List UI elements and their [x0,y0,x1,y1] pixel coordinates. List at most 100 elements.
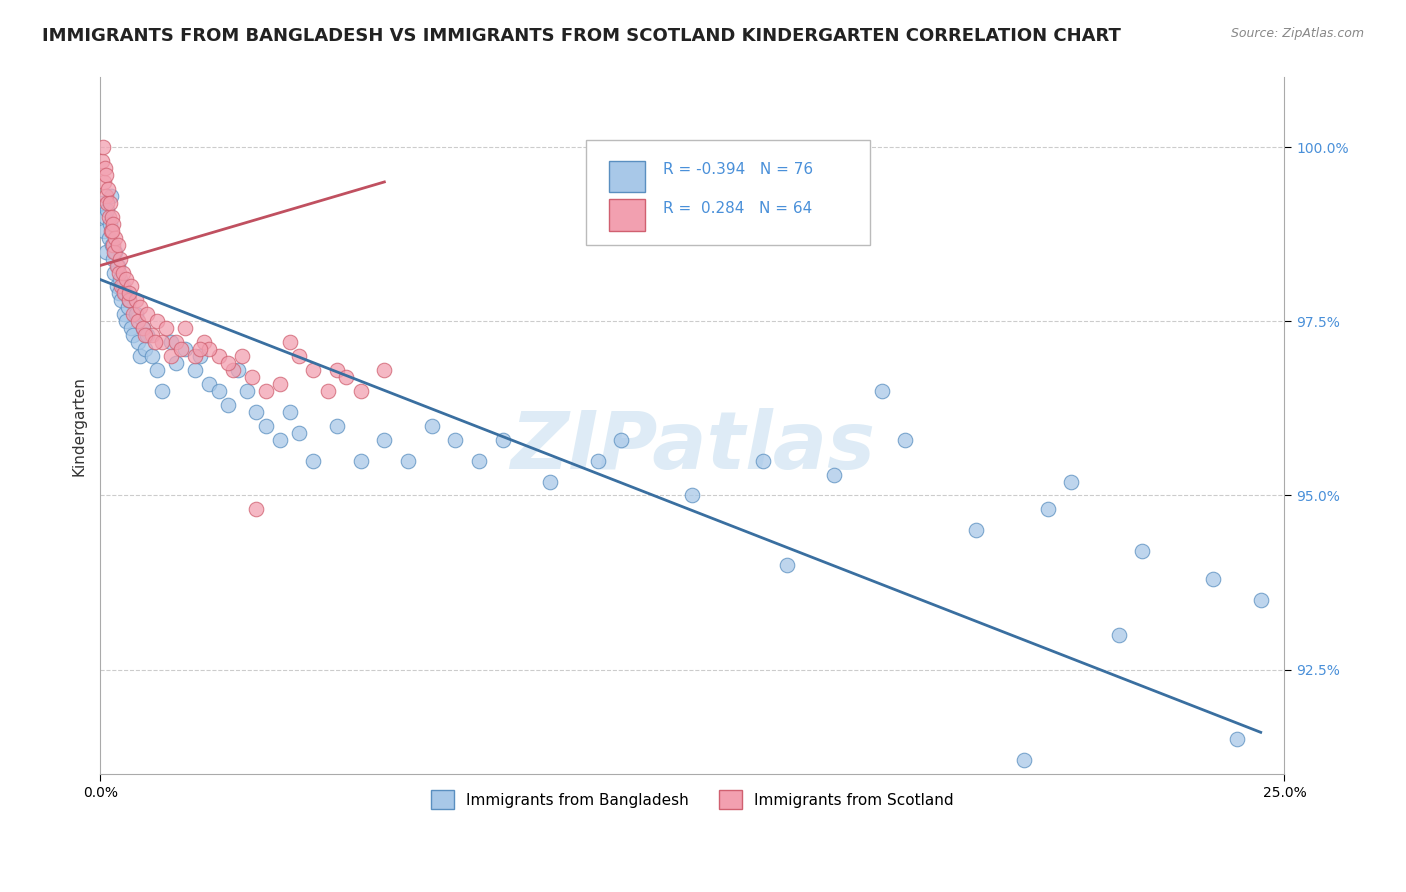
Point [127,335,149,350]
Point [966,523,988,537]
Point [288,349,311,363]
Point [112,307,135,321]
Point [316,384,339,398]
Point [236,384,259,398]
Point [103,217,125,231]
Point [198,342,221,356]
Point [122,307,145,321]
Point [1202,572,1225,586]
Point [150,384,173,398]
Point [111,279,134,293]
Point [326,418,349,433]
Point [103,252,125,266]
Point [108,272,131,286]
Point [302,363,325,377]
Point [101,210,124,224]
Point [97,182,120,196]
Point [136,328,159,343]
Point [114,286,136,301]
Point [188,342,211,356]
Point [752,453,775,467]
Point [91,195,114,210]
Point [100,224,122,238]
Point [117,293,139,308]
Point [1108,628,1130,642]
Point [269,376,291,391]
Point [444,433,467,447]
Point [396,453,419,467]
Point [108,252,131,266]
Point [110,293,132,308]
Point [146,314,169,328]
Y-axis label: Kindergarten: Kindergarten [72,376,86,475]
Point [112,286,135,301]
Point [165,335,187,350]
Point [1250,593,1272,607]
Point [134,342,156,356]
Point [231,349,253,363]
Point [254,384,277,398]
Point [350,453,373,467]
Point [108,266,131,280]
Point [136,307,159,321]
Text: IMMIGRANTS FROM BANGLADESH VS IMMIGRANTS FROM SCOTLAND KINDERGARTEN CORRELATION : IMMIGRANTS FROM BANGLADESH VS IMMIGRANTS… [42,27,1121,45]
Point [94,210,117,224]
Point [141,328,163,343]
Point [117,301,139,315]
Point [129,349,152,363]
Point [217,398,239,412]
Point [245,502,267,516]
FancyBboxPatch shape [609,161,645,193]
FancyBboxPatch shape [609,199,645,231]
Point [124,293,146,308]
Point [96,168,118,182]
Point [222,363,245,377]
Point [184,363,207,377]
Point [101,224,124,238]
Point [420,418,443,433]
Point [97,230,120,244]
Point [98,195,121,210]
Point [104,244,127,259]
Point [108,286,131,301]
Point [97,210,120,224]
Point [103,244,125,259]
Point [468,453,491,467]
Point [188,349,211,363]
Point [217,356,239,370]
Point [94,161,117,175]
Point [288,425,311,440]
Point [1130,544,1153,558]
Point [278,335,301,350]
Point [278,405,301,419]
Text: Source: ZipAtlas.com: Source: ZipAtlas.com [1230,27,1364,40]
Legend: Immigrants from Bangladesh, Immigrants from Scotland: Immigrants from Bangladesh, Immigrants f… [425,784,960,815]
Point [174,321,197,335]
Point [96,202,118,217]
Point [93,224,115,238]
Point [160,349,183,363]
Point [586,453,609,467]
Point [115,272,138,286]
Point [198,376,221,391]
Text: ZIPatlas: ZIPatlas [510,408,875,485]
Point [302,453,325,467]
Point [823,467,845,482]
Point [245,405,267,419]
Point [117,286,139,301]
Point [94,244,117,259]
Point [335,370,357,384]
Point [100,189,122,203]
Point [132,321,155,335]
Point [240,370,263,384]
Point [776,558,799,573]
Text: R =  0.284   N = 64: R = 0.284 N = 64 [662,201,811,216]
Point [93,140,115,154]
Point [254,418,277,433]
Point [350,384,373,398]
Text: R = -0.394   N = 76: R = -0.394 N = 76 [662,162,813,177]
Point [870,384,893,398]
Point [326,363,349,377]
Point [373,363,395,377]
Point [143,335,166,350]
